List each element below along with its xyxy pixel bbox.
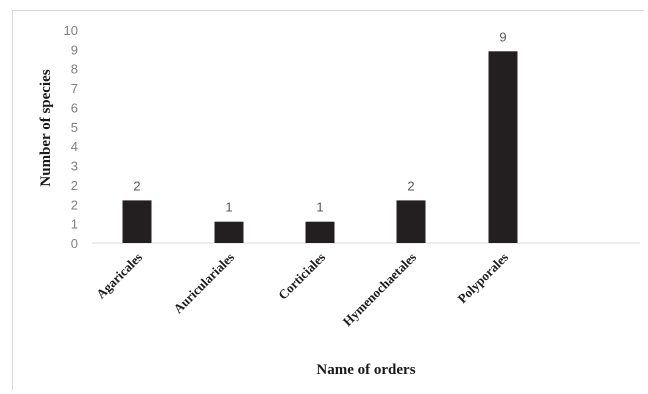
- data-label: 1: [316, 200, 323, 215]
- y-tick-label: 1: [71, 217, 78, 232]
- y-tick-label: 0: [71, 236, 78, 251]
- y-tick-label: 9: [71, 42, 78, 57]
- chart-frame: [12, 10, 644, 390]
- y-tick-label: 2: [71, 178, 78, 193]
- y-tick-labels: 0 1 2 2 3 4 5 6 7 8 9 10: [64, 23, 78, 251]
- data-label: 1: [225, 200, 232, 215]
- data-labels: 2 1 1 2 9: [133, 29, 506, 214]
- y-tick-label: 3: [71, 159, 78, 174]
- bars: [122, 51, 518, 243]
- y-tick-label: 4: [71, 139, 78, 154]
- y-tick-label: 5: [71, 120, 78, 135]
- y-tick-label: 2: [71, 197, 78, 212]
- data-label: 2: [133, 178, 140, 193]
- bar-corticiales: [305, 221, 335, 243]
- data-label: 9: [499, 29, 506, 44]
- bar-polyporales: [488, 51, 518, 243]
- x-tick-labels: Agaricales Auriculariales Corticiales Hymen…: [93, 250, 511, 330]
- x-tick-label: Auriculariales: [170, 250, 237, 317]
- y-tick-label: 7: [71, 81, 78, 96]
- data-label: 2: [407, 178, 414, 193]
- bar-auriculariales: [214, 221, 244, 243]
- y-tick-label: 6: [71, 100, 78, 115]
- bar-hymenochaetales: [396, 200, 426, 243]
- x-axis-title: Name of orders: [316, 362, 415, 378]
- x-tick-label: Corticiales: [275, 250, 328, 303]
- x-tick-label: Hymenochaetales: [340, 250, 420, 330]
- y-tick-label: 10: [64, 23, 78, 38]
- bar-agaricales: [122, 200, 152, 243]
- x-tick-label: Polyporales: [455, 250, 512, 307]
- x-tick-label: Agaricales: [93, 250, 145, 302]
- y-axis-title: Number of species: [38, 69, 54, 186]
- y-tick-label: 8: [71, 62, 78, 77]
